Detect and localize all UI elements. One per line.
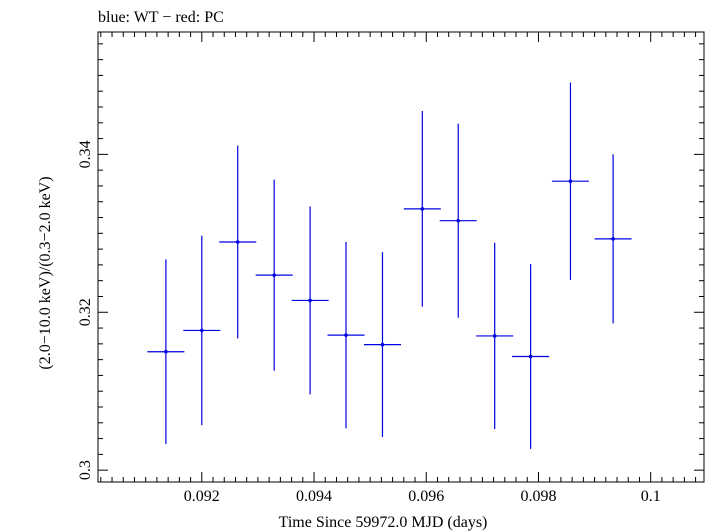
data-point [512,264,550,449]
data-marker [528,354,533,359]
x-tick-label: 0.092 [184,488,220,505]
axis-tick-labels: 0.092 0.094 0.096 0.098 0.1 0.3 0.32 0.34 [77,140,661,505]
y-tick-label: 0.3 [77,460,94,480]
x-tick-label: 0.098 [520,488,556,505]
data-point [439,123,477,318]
data-marker [344,333,348,337]
data-point [594,154,632,324]
chart-title: blue: WT − red: PC [98,9,224,26]
y-tick-label: 0.34 [77,140,94,168]
data-marker [308,298,312,303]
y-tick-label: 0.32 [77,298,94,326]
data-point [363,252,401,437]
x-tick-label: 0.096 [408,488,444,505]
x-tick-label: 0.1 [641,488,661,505]
axis-ticks [98,32,704,482]
data-point [147,259,185,445]
data-marker [272,273,276,277]
x-axis-label: Time Since 59972.0 MJD (days) [279,514,488,531]
data-marker [200,328,204,333]
data-point [327,242,365,429]
data-marker [380,342,385,347]
data-points [147,82,632,449]
data-marker [611,237,615,241]
data-marker [492,334,497,338]
data-point [476,242,514,430]
data-marker [235,240,240,244]
data-marker [420,207,425,211]
x-tick-label: 0.094 [296,488,332,505]
data-point [219,145,257,339]
data-point [183,235,221,426]
data-marker [568,179,573,184]
data-point [403,110,441,307]
data-point [255,179,293,371]
data-marker [456,218,461,223]
data-point [291,206,329,395]
data-point [551,82,589,280]
data-marker [164,349,168,354]
y-axis-label: (2.0−10.0 keV)/(0.3−2.0 keV) [37,176,54,369]
plot-frame [97,31,705,483]
